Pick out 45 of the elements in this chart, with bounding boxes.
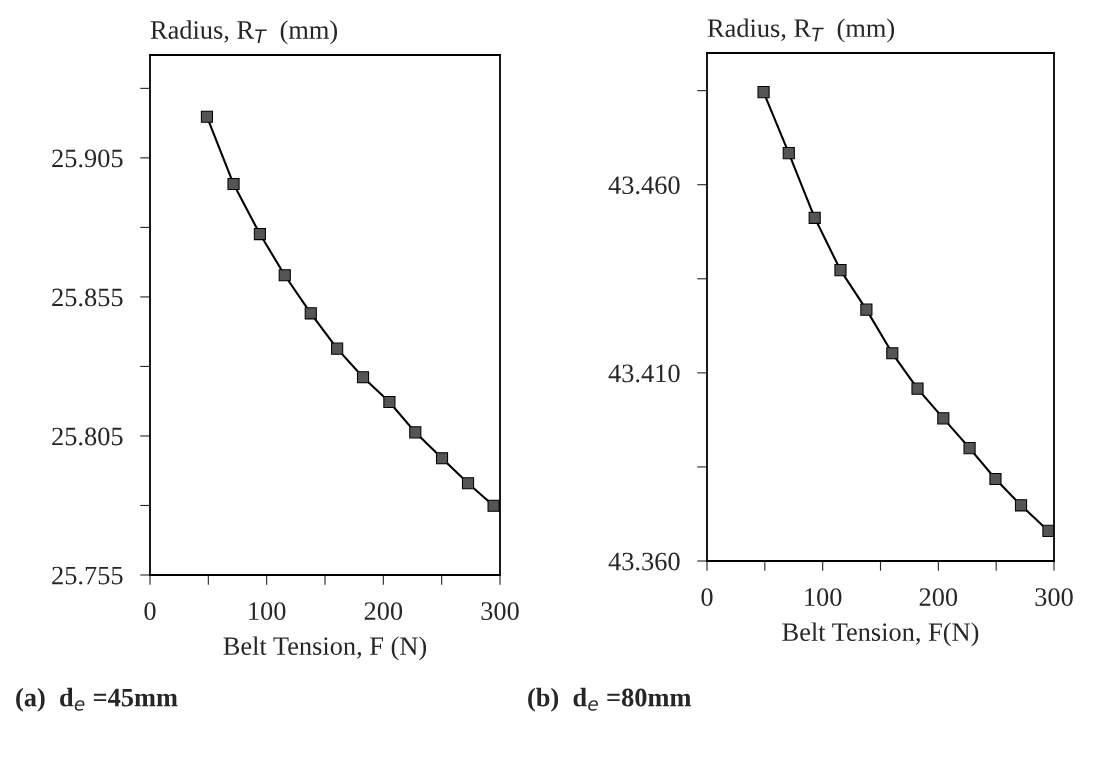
point	[886, 347, 899, 360]
y-tick-label: 25.905	[52, 149, 123, 168]
point	[200, 110, 214, 123]
point	[911, 382, 924, 395]
point	[1014, 499, 1028, 512]
y-tick-label: 43.410	[608, 364, 680, 383]
point	[356, 371, 370, 384]
y-tick-label: 43.360	[608, 552, 680, 571]
y-tick-label: 25.805	[52, 427, 123, 446]
point	[435, 452, 449, 465]
point	[834, 264, 847, 277]
point	[808, 211, 821, 224]
point	[757, 86, 770, 99]
x-tick-label: 300	[1035, 588, 1073, 606]
point	[227, 177, 240, 191]
point	[253, 228, 266, 241]
point	[1042, 524, 1054, 537]
x-tick-label: 100	[805, 588, 842, 606]
y-tick-label: 25.755	[52, 566, 123, 585]
x-tick-label: 100	[249, 602, 286, 620]
point	[487, 499, 500, 512]
y-axis-title: Radius, R$_{T}$ (mm)	[707, 18, 895, 43]
x-tick-label: 300	[481, 602, 519, 620]
text: (a) d$_{e}$ =45mm	[16, 687, 178, 712]
x-axis-title: Belt Tension, F (N)	[223, 636, 427, 661]
x-axis-title: Belt Tension, F(N)	[782, 622, 979, 647]
point	[383, 395, 396, 409]
y-axis-title: Radius, R$_{T}$ (mm)	[150, 20, 338, 45]
point	[782, 147, 795, 160]
point	[461, 477, 475, 490]
point	[304, 307, 317, 320]
point	[331, 342, 344, 355]
y-tick-label: 25.855	[52, 288, 123, 307]
x-tick-label: 200	[364, 602, 403, 620]
y-tick-label: 43.460	[608, 176, 680, 195]
point	[860, 303, 873, 316]
point	[989, 472, 1002, 486]
point	[963, 442, 976, 455]
x-tick-label: 200	[919, 588, 958, 606]
text: (b) d$_{e}$ =80mm	[528, 687, 691, 712]
x-tick-label: 0	[701, 588, 713, 606]
point	[409, 426, 422, 439]
point	[278, 269, 291, 282]
point	[937, 412, 950, 425]
x-tick-label: 0	[144, 602, 156, 620]
